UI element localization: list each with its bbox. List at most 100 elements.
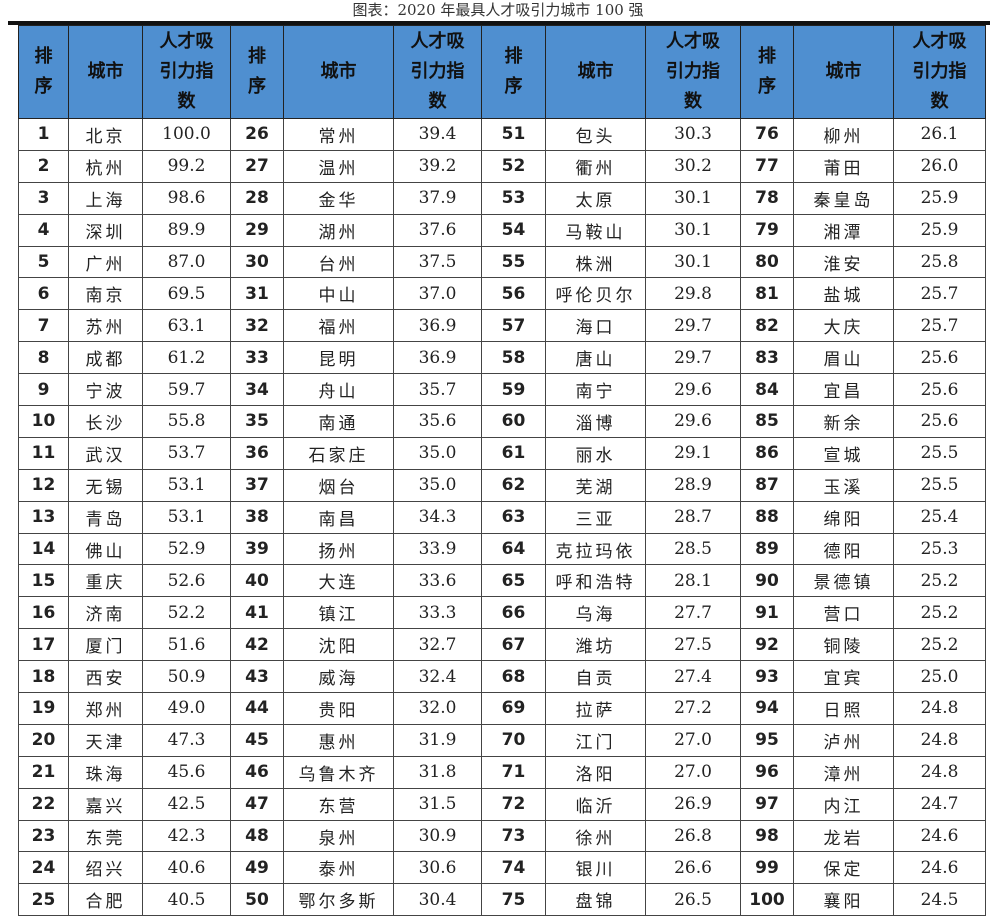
rank-cell: 18 xyxy=(18,660,69,694)
city-cell: 深圳 xyxy=(68,213,143,247)
city-cell: 营口 xyxy=(793,596,894,630)
rank-cell: 16 xyxy=(18,596,69,630)
index-cell: 28.5 xyxy=(645,532,741,566)
city-cell: 漳州 xyxy=(793,755,894,789)
rank-cell: 88 xyxy=(740,500,794,534)
city-cell: 台州 xyxy=(283,245,394,279)
header-rank-text: 排序 xyxy=(504,46,523,97)
rank-cell: 12 xyxy=(18,468,69,502)
rank-cell: 39 xyxy=(230,532,284,566)
rank-cell: 96 xyxy=(740,755,794,789)
header-index: 人才吸引力指数 xyxy=(393,25,482,119)
city-cell: 乌鲁木齐 xyxy=(283,755,394,789)
city-cell: 盐城 xyxy=(793,277,894,311)
index-cell: 98.6 xyxy=(142,181,231,215)
city-cell: 济南 xyxy=(68,596,143,630)
index-cell: 52.2 xyxy=(142,596,231,630)
city-cell: 龙岩 xyxy=(793,819,894,853)
rank-cell: 48 xyxy=(230,819,284,853)
index-cell: 37.6 xyxy=(393,213,482,247)
rank-cell: 41 xyxy=(230,596,284,630)
index-cell: 49.0 xyxy=(142,692,231,725)
header-rank: 排序 xyxy=(740,25,794,119)
city-cell: 眉山 xyxy=(793,341,894,375)
index-cell: 100.0 xyxy=(142,118,231,151)
index-cell: 25.9 xyxy=(893,213,986,247)
table-row: 15 重庆 52.6 40 大连 33.6 65 呼和浩特 28.1 90 景德镇 25.2 xyxy=(18,564,986,598)
city-cell: 广州 xyxy=(68,245,143,279)
index-cell: 30.3 xyxy=(645,118,741,151)
city-cell: 呼和浩特 xyxy=(545,564,646,598)
rank-cell: 59 xyxy=(481,373,546,407)
index-cell: 89.9 xyxy=(142,213,231,247)
index-cell: 52.6 xyxy=(142,564,231,598)
city-cell: 太原 xyxy=(545,181,646,215)
index-cell: 24.8 xyxy=(893,692,986,725)
index-cell: 32.0 xyxy=(393,692,482,725)
index-cell: 25.3 xyxy=(893,532,986,566)
header-rank: 排序 xyxy=(18,25,69,119)
index-cell: 33.3 xyxy=(393,596,482,630)
rank-cell: 40 xyxy=(230,564,284,598)
header-rank-text: 排序 xyxy=(758,46,776,97)
city-cell: 芜湖 xyxy=(545,468,646,502)
city-cell: 镇江 xyxy=(283,596,394,630)
rank-cell: 92 xyxy=(740,628,794,662)
index-cell: 28.7 xyxy=(645,500,741,534)
city-cell: 温州 xyxy=(283,149,394,183)
city-cell: 重庆 xyxy=(68,564,143,598)
rank-cell: 51 xyxy=(481,118,546,151)
rank-cell: 36 xyxy=(230,436,284,470)
city-cell: 丽水 xyxy=(545,436,646,470)
index-cell: 28.1 xyxy=(645,564,741,598)
city-cell: 南宁 xyxy=(545,373,646,407)
city-cell: 洛阳 xyxy=(545,755,646,789)
rank-cell: 45 xyxy=(230,723,284,757)
index-cell: 53.7 xyxy=(142,436,231,470)
rank-cell: 95 xyxy=(740,723,794,757)
index-cell: 45.6 xyxy=(142,755,231,789)
index-cell: 30.6 xyxy=(393,851,482,885)
rank-cell: 19 xyxy=(18,692,69,725)
rank-cell: 31 xyxy=(230,277,284,311)
city-cell: 新余 xyxy=(793,405,894,438)
city-cell: 厦门 xyxy=(68,628,143,662)
city-cell: 上海 xyxy=(68,181,143,215)
rank-cell: 82 xyxy=(740,309,794,343)
rank-cell: 89 xyxy=(740,532,794,566)
table-row: 23 东莞 42.3 48 泉州 30.9 73 徐州 26.8 98 龙岩 24.6 xyxy=(18,819,986,853)
city-cell: 淮安 xyxy=(793,245,894,279)
header-index: 人才吸引力指数 xyxy=(893,25,986,119)
city-cell: 湖州 xyxy=(283,213,394,247)
city-cell: 株洲 xyxy=(545,245,646,279)
index-cell: 59.7 xyxy=(142,373,231,407)
header-city: 城市 xyxy=(545,25,646,119)
rank-cell: 2 xyxy=(18,149,69,183)
index-cell: 26.8 xyxy=(645,819,741,853)
header-index: 人才吸引力指数 xyxy=(645,25,741,119)
city-cell: 南昌 xyxy=(283,500,394,534)
rank-cell: 84 xyxy=(740,373,794,407)
city-cell: 嘉兴 xyxy=(68,787,143,821)
city-cell: 宣城 xyxy=(793,436,894,470)
city-cell: 泉州 xyxy=(283,819,394,853)
index-cell: 33.6 xyxy=(393,564,482,598)
rank-cell: 66 xyxy=(481,596,546,630)
table-row: 1 北京 100.0 26 常州 39.4 51 包头 30.3 76 柳州 26.1 xyxy=(18,118,986,151)
index-cell: 87.0 xyxy=(142,245,231,279)
index-cell: 35.7 xyxy=(393,373,482,407)
index-cell: 27.4 xyxy=(645,660,741,694)
city-cell: 柳州 xyxy=(793,118,894,151)
index-cell: 26.0 xyxy=(893,149,986,183)
table-row: 8 成都 61.2 33 昆明 36.9 58 唐山 29.7 83 眉山 25.6 xyxy=(18,341,986,375)
index-cell: 24.6 xyxy=(893,819,986,853)
city-cell: 泸州 xyxy=(793,723,894,757)
header-index-text: 人才吸引力指数 xyxy=(410,31,465,112)
header-index-text: 人才吸引力指数 xyxy=(666,31,720,112)
rank-cell: 76 xyxy=(740,118,794,151)
index-cell: 24.7 xyxy=(893,787,986,821)
rank-cell: 69 xyxy=(481,692,546,725)
rank-cell: 21 xyxy=(18,755,69,789)
rank-cell: 72 xyxy=(481,787,546,821)
rank-cell: 30 xyxy=(230,245,284,279)
